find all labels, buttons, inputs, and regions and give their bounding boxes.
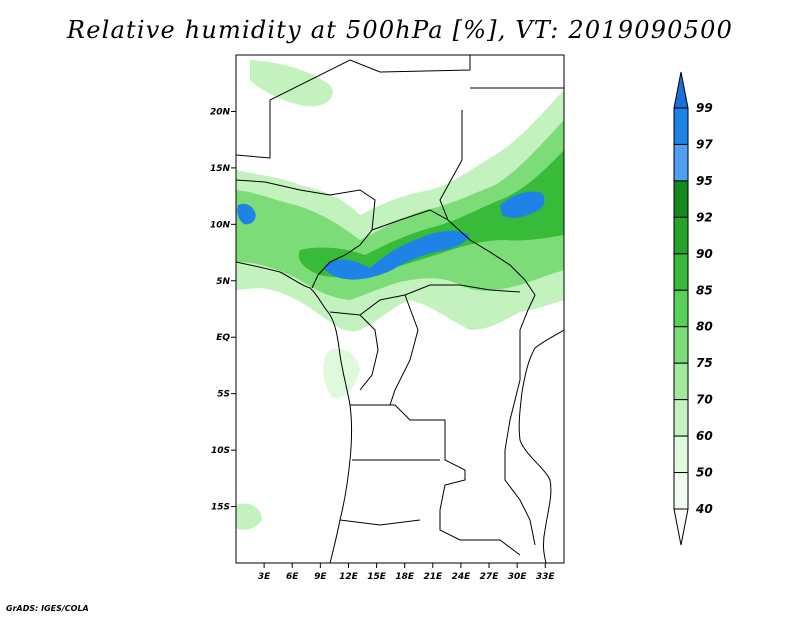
lon-tick-label: 33E: [536, 572, 556, 582]
map-frame: [235, 54, 565, 564]
colorbar-segment: [673, 472, 689, 510]
humidity-patch-southwest: [236, 503, 262, 530]
lon-tick-label: 27E: [480, 572, 500, 582]
coastline-east-africa: [518, 329, 564, 563]
lon-tick-label: 3E: [258, 572, 271, 582]
colorbar-level-label: 50: [696, 466, 713, 480]
border-north: [236, 55, 564, 221]
lat-tick-label: 10S: [211, 446, 230, 456]
humidity-core-west: [237, 203, 256, 225]
colorbar: 99 97 95 92 90 85 80 75 70 60 50 40: [673, 71, 713, 546]
border-east: [504, 330, 536, 546]
longitude-axis: 3E 6E 9E 12E 15E 18E 21E 24E 27E 30E 33E: [258, 563, 556, 582]
colorbar-segment: [673, 399, 689, 437]
colorbar-segment: [673, 362, 689, 401]
humidity-patch-angola: [323, 348, 360, 399]
border-congo: [329, 284, 521, 406]
colorbar-level-label: 99: [696, 101, 713, 115]
lon-tick-label: 9E: [314, 572, 327, 582]
lon-tick-label: 24E: [452, 572, 472, 582]
lon-tick-label: 6E: [286, 572, 299, 582]
map-title: Relative humidity at 500hPa [%], VT: 201…: [66, 16, 734, 44]
humidity-field: [236, 60, 564, 530]
country-borders: [236, 55, 564, 563]
lat-tick-label: 5N: [216, 277, 230, 287]
lat-tick-label: 15N: [210, 164, 231, 174]
border-sahel: [236, 179, 376, 289]
border-central: [371, 209, 536, 331]
lon-tick-label: 21E: [423, 572, 443, 582]
lon-tick-label: 30E: [508, 572, 528, 582]
lon-tick-label: 15E: [367, 572, 387, 582]
lat-tick-label: 5S: [217, 390, 230, 400]
colorbar-level-label: 90: [696, 247, 713, 261]
humidity-patch-sahara: [250, 60, 333, 107]
colorbar-level-label: 80: [696, 320, 713, 334]
colorbar-segment: [673, 253, 689, 291]
lon-tick-label: 12E: [339, 572, 359, 582]
colorbar-level-label: 60: [696, 429, 713, 443]
colorbar-segment: [673, 435, 689, 474]
colorbar-level-label: 40: [695, 502, 713, 516]
lat-tick-label: EQ: [216, 333, 230, 343]
colorbar-segment: [673, 289, 689, 328]
colorbar-level-label: 70: [696, 393, 713, 407]
lat-tick-label: 10N: [210, 220, 231, 230]
coastline-west-africa: [236, 261, 352, 563]
colorbar-segment: [673, 143, 689, 182]
colorbar-level-label: 95: [696, 174, 713, 188]
colorbar-segment: [673, 180, 689, 218]
humidity-core-central: [324, 230, 470, 280]
lon-tick-label: 18E: [395, 572, 415, 582]
lat-tick-label: 20N: [210, 107, 231, 117]
colorbar-top-arrow: [673, 71, 689, 109]
grads-credit: GrADS: IGES/COLA: [6, 604, 89, 613]
colorbar-segment: [673, 326, 689, 364]
latitude-axis: 20N 15N 10N 5N EQ 5S 10S 15S: [210, 107, 236, 513]
lat-tick-label: 15S: [211, 503, 230, 513]
colorbar-segment: [673, 107, 689, 145]
colorbar-bottom-arrow: [673, 508, 689, 546]
colorbar-level-label: 92: [696, 210, 713, 224]
humidity-core-east: [500, 191, 545, 218]
colorbar-level-label: 97: [696, 137, 713, 151]
colorbar-segment: [673, 216, 689, 255]
colorbar-level-label: 75: [696, 356, 713, 370]
border-angola: [339, 404, 521, 556]
colorbar-level-label: 85: [696, 283, 713, 297]
